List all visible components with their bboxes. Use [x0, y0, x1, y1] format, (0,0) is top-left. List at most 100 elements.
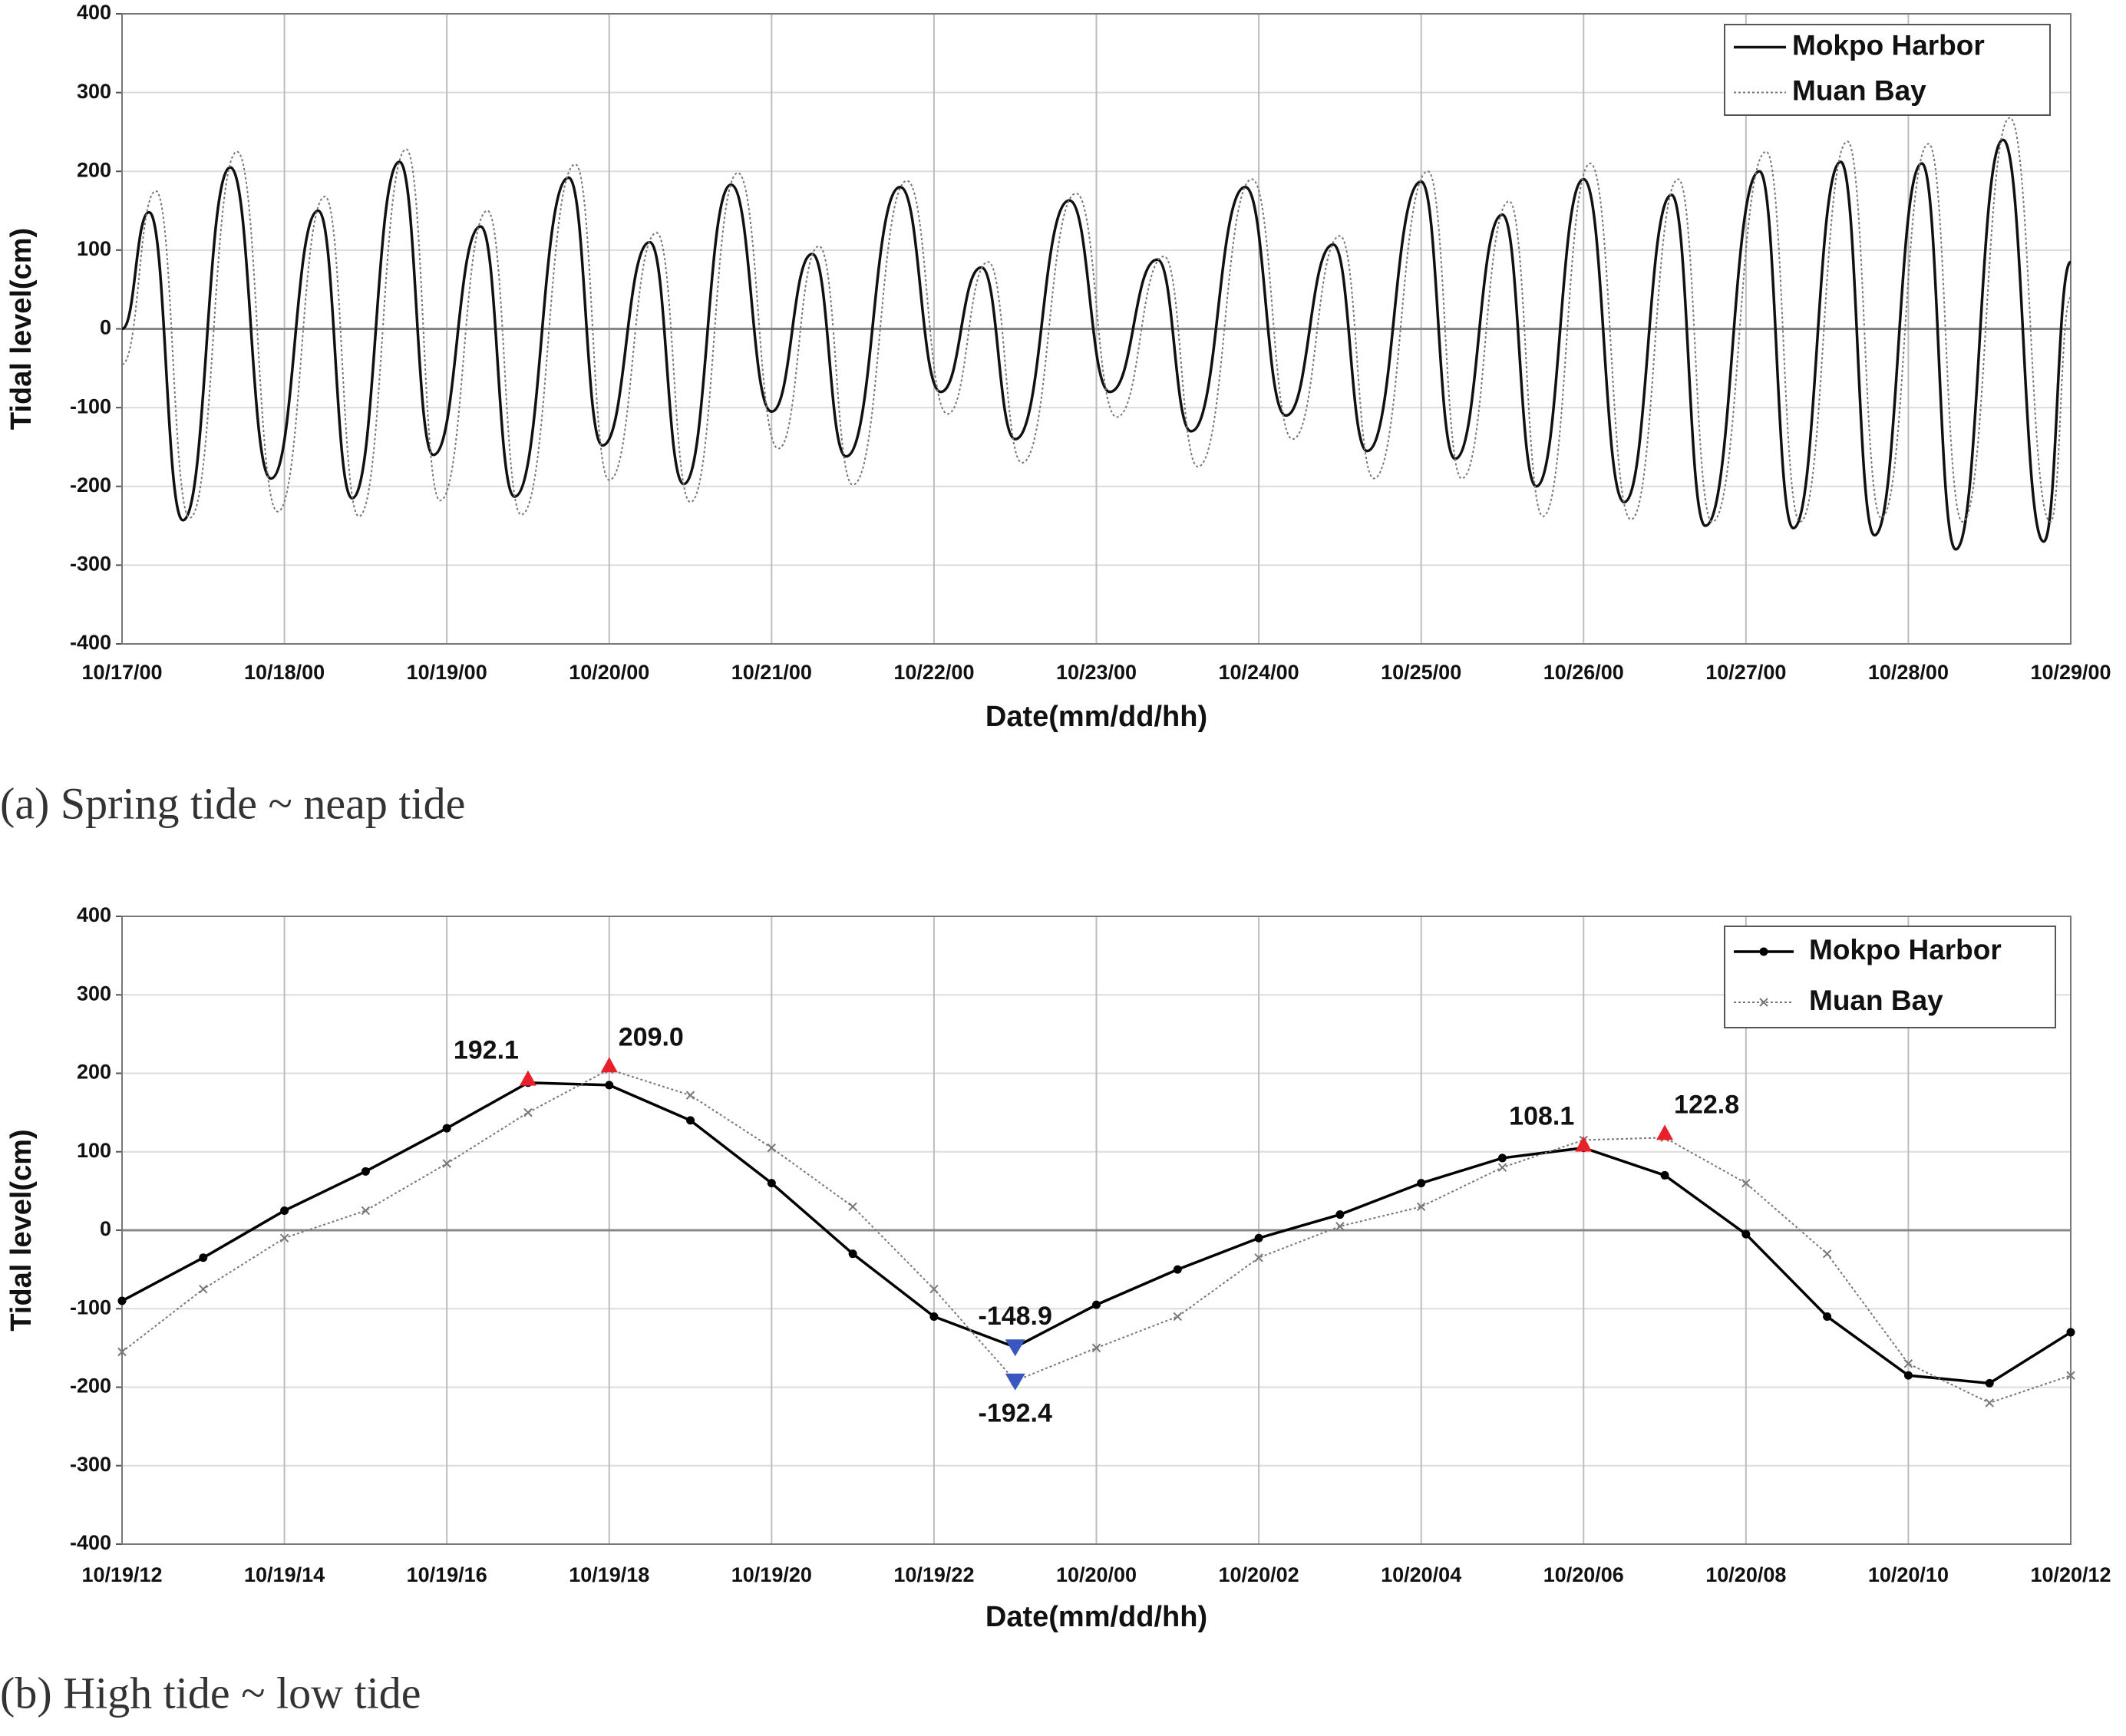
- point: [1173, 1265, 1182, 1274]
- low-marker: [1005, 1373, 1025, 1391]
- y-axis-label: Tidal level(cm): [5, 1129, 38, 1331]
- point: [1985, 1398, 1994, 1408]
- point: [361, 1167, 370, 1176]
- caption: (a) Spring tide ~ neap tide: [0, 778, 465, 828]
- x-tick-label: 10/24/00: [1219, 661, 1299, 684]
- y-tick-label: -400: [70, 1531, 111, 1554]
- x-tick-label: 10/22/00: [893, 661, 974, 684]
- x-tick-label: 10/19/14: [244, 1563, 325, 1586]
- y-tick-label: 200: [77, 158, 111, 181]
- y-tick-label: -300: [70, 553, 111, 576]
- x-tick-label: 10/23/00: [1056, 661, 1137, 684]
- point: [767, 1179, 776, 1188]
- x-tick-label: 10/18/00: [244, 661, 325, 684]
- point: [1092, 1300, 1101, 1309]
- x-tick-label: 10/20/02: [1219, 1563, 1299, 1586]
- x-tick-label: 10/27/00: [1705, 661, 1786, 684]
- legend-marker: [1759, 947, 1768, 956]
- y-tick-label: 200: [77, 1061, 111, 1084]
- value-label: 122.8: [1674, 1090, 1739, 1119]
- y-tick-label: 400: [77, 1, 111, 24]
- x-tick-label: 10/20/00: [1056, 1563, 1137, 1586]
- x-tick-label: 10/19/12: [81, 1563, 162, 1586]
- x-tick-label: 10/19/16: [407, 1563, 487, 1586]
- x-tick-label: 10/20/00: [569, 661, 649, 684]
- x-tick-label: 10/21/00: [731, 661, 812, 684]
- point: [199, 1253, 208, 1262]
- y-tick-label: 300: [77, 982, 111, 1005]
- x-axis-label: Date(mm/dd/hh): [985, 1601, 1207, 1633]
- point: [1660, 1170, 1669, 1180]
- point: [1335, 1222, 1345, 1231]
- point: [1335, 1210, 1345, 1219]
- y-tick-label: -100: [70, 394, 111, 417]
- x-tick-label: 10/19/22: [893, 1563, 974, 1586]
- point: [199, 1284, 208, 1294]
- point: [1173, 1312, 1182, 1322]
- x-tick-label: 10/29/00: [2030, 661, 2111, 684]
- point: [848, 1249, 857, 1259]
- point: [1903, 1371, 1913, 1380]
- y-tick-label: 100: [77, 237, 111, 260]
- high-marker: [1656, 1124, 1674, 1140]
- series-line: [121, 138, 2072, 551]
- point: [523, 1107, 533, 1117]
- x-tick-label: 10/20/06: [1543, 1563, 1624, 1586]
- y-tick-label: 100: [77, 1139, 111, 1162]
- high-marker: [600, 1057, 618, 1073]
- y-tick-label: -200: [70, 474, 111, 497]
- x-tick-label: 10/19/00: [407, 661, 487, 684]
- point: [1741, 1178, 1751, 1188]
- legend-label: Muan Bay: [1792, 74, 1926, 106]
- point: [605, 1081, 614, 1090]
- value-label: 108.1: [1509, 1101, 1574, 1130]
- point: [1254, 1233, 1263, 1243]
- value-label: -192.4: [979, 1399, 1052, 1428]
- y-tick-label: -100: [70, 1295, 111, 1319]
- point: [280, 1206, 289, 1215]
- point: [1254, 1253, 1263, 1262]
- point: [442, 1124, 451, 1133]
- legend-label: Mokpo Harbor: [1792, 29, 1985, 61]
- x-tick-label: 10/20/08: [1705, 1563, 1786, 1586]
- x-tick-label: 10/17/00: [81, 661, 162, 684]
- value-label: 209.0: [619, 1022, 684, 1051]
- point: [1741, 1229, 1751, 1239]
- y-tick-label: 0: [100, 316, 111, 339]
- point: [1417, 1179, 1426, 1188]
- series-line: [121, 117, 2072, 523]
- x-tick-label: 10/20/10: [1868, 1563, 1949, 1586]
- point: [767, 1143, 777, 1153]
- chart: -400 -300 -200 -100 0 100 200 300 400 10/19/12 10/…: [0, 903, 2111, 1718]
- x-tick-label: 10/20/12: [2030, 1563, 2111, 1586]
- point: [361, 1206, 371, 1216]
- point: [929, 1284, 939, 1294]
- legend-box: [1724, 24, 2051, 116]
- point: [848, 1202, 857, 1212]
- x-axis-label: Date(mm/dd/hh): [985, 701, 1207, 733]
- point: [929, 1312, 939, 1321]
- plot-frame: [121, 916, 2072, 1545]
- point: [686, 1116, 695, 1125]
- y-tick-label: 400: [77, 903, 111, 926]
- legend-label: Mokpo Harbor: [1809, 934, 2002, 965]
- high-marker: [1575, 1136, 1593, 1152]
- point: [1091, 1343, 1101, 1353]
- point: [2066, 1328, 2075, 1337]
- point: [1985, 1378, 1994, 1388]
- x-tick-label: 10/26/00: [1543, 661, 1624, 684]
- point: [1822, 1249, 1832, 1259]
- x-tick-label: 10/20/04: [1381, 1563, 1461, 1586]
- caption: (b) High tide ~ low tide: [0, 1668, 421, 1718]
- x-tick-label: 10/19/20: [731, 1563, 812, 1586]
- point: [279, 1233, 289, 1243]
- point: [117, 1296, 127, 1305]
- point: [1497, 1153, 1507, 1163]
- chart: -400 -300 -200 -100 0 100 200 300 400 10/17/00 10/…: [0, 1, 2111, 828]
- y-tick-label: 300: [77, 80, 111, 103]
- high-marker: [519, 1070, 536, 1086]
- low-marker: [1005, 1339, 1025, 1357]
- point: [442, 1159, 451, 1168]
- point: [1416, 1202, 1426, 1212]
